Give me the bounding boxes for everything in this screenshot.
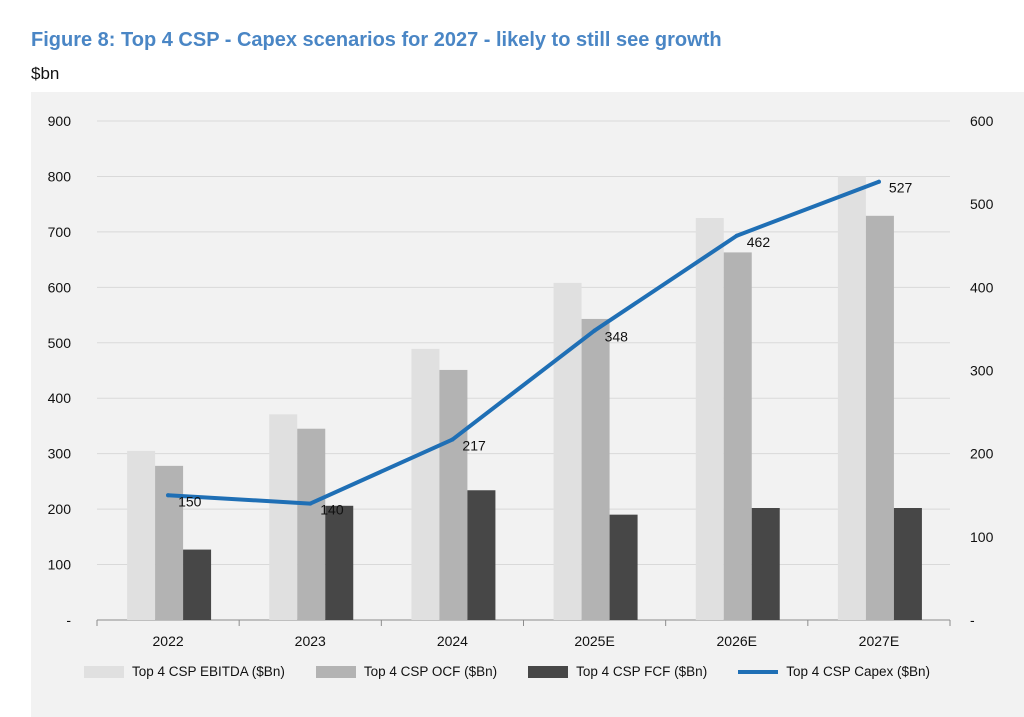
legend-item-ocf: Top 4 CSP OCF ($Bn) bbox=[315, 664, 498, 679]
legend-item-capex: Top 4 CSP Capex ($Bn) bbox=[738, 664, 930, 679]
capex-data-label: 140 bbox=[320, 502, 344, 518]
capex-point bbox=[734, 233, 739, 238]
x-tick-label: 2023 bbox=[295, 633, 326, 649]
chart-panel: - 100 200 300 400 500 600 700 800 900 - 100 200 300 40… bbox=[31, 92, 1024, 717]
bar-ebitda bbox=[269, 414, 298, 620]
legend-swatch-fcf bbox=[528, 665, 569, 678]
capex-point bbox=[450, 437, 455, 442]
capex-data-label: 462 bbox=[747, 234, 771, 250]
bar-ebitda bbox=[127, 450, 156, 620]
bar-ocf bbox=[297, 428, 326, 620]
y-right-tick-label: 100 bbox=[970, 529, 994, 545]
bar-fcf bbox=[893, 508, 922, 620]
y-right-tick-label: 400 bbox=[970, 279, 994, 295]
capex-data-label: 217 bbox=[462, 438, 486, 454]
capex-point bbox=[876, 179, 881, 184]
y-left-tick-label: 100 bbox=[48, 557, 72, 573]
bar-fcf bbox=[325, 505, 354, 620]
capex-line bbox=[166, 179, 881, 506]
y-right-tick-label: 300 bbox=[970, 363, 994, 379]
legend-swatch-ocf bbox=[315, 665, 356, 678]
bar-ocf bbox=[439, 369, 468, 620]
capex-data-label: 527 bbox=[889, 180, 913, 196]
y-right-tick-label: 600 bbox=[970, 113, 994, 129]
bar-ebitda bbox=[553, 282, 582, 620]
capex-chart: - 100 200 300 400 500 600 700 800 900 - 100 200 300 40… bbox=[48, 113, 994, 649]
y-left-tick-label: 600 bbox=[48, 279, 72, 295]
unit-label: $bn bbox=[31, 64, 60, 83]
y-left-tick-label: 800 bbox=[48, 168, 72, 184]
y-right-tick-label: - bbox=[970, 612, 975, 628]
bar-ebitda bbox=[695, 218, 724, 620]
y-left-tick-label: 300 bbox=[48, 446, 72, 462]
y-left-tick-label: 500 bbox=[48, 335, 72, 351]
legend-label-fcf: Top 4 CSP FCF ($Bn) bbox=[576, 664, 708, 679]
capex-data-label: 348 bbox=[605, 329, 629, 345]
legend-swatch-ebitda bbox=[84, 665, 124, 678]
y-left-tick-label: 900 bbox=[48, 113, 72, 129]
x-tick-label: 2025E bbox=[574, 633, 614, 649]
legend-swatch-capex bbox=[738, 669, 779, 674]
bar-fcf bbox=[183, 549, 212, 620]
chart-legend: Top 4 CSP EBITDA ($Bn) Top 4 CSP OCF ($B… bbox=[84, 664, 930, 679]
y-right-tick-label: 200 bbox=[970, 446, 994, 462]
bar-ocf bbox=[155, 465, 184, 620]
x-tick-label: 2024 bbox=[437, 633, 468, 649]
x-tick-label: 2022 bbox=[153, 633, 184, 649]
y-right-tick-label: 500 bbox=[970, 196, 994, 212]
bar-ebitda bbox=[837, 176, 866, 620]
x-tick-label: 2026E bbox=[717, 633, 757, 649]
bar-ocf bbox=[865, 215, 894, 620]
bar-fcf bbox=[467, 490, 496, 620]
bar-fcf bbox=[751, 508, 780, 620]
capex-point bbox=[166, 493, 171, 498]
y-left-tick-label: 200 bbox=[48, 501, 72, 517]
bar-ocf bbox=[723, 252, 752, 621]
figure-title: Figure 8: Top 4 CSP - Capex scenarios fo… bbox=[31, 29, 722, 51]
bar-fcf bbox=[609, 514, 638, 620]
legend-item-ebitda: Top 4 CSP EBITDA ($Bn) bbox=[84, 664, 285, 679]
capex-point bbox=[308, 501, 313, 506]
y-left-tick-label: 400 bbox=[48, 390, 72, 406]
legend-label-ocf: Top 4 CSP OCF ($Bn) bbox=[363, 664, 498, 679]
bar-ebitda bbox=[411, 348, 440, 620]
y-left-tick-label: - bbox=[66, 612, 71, 628]
bar-ocf bbox=[581, 318, 610, 620]
capex-point bbox=[592, 328, 597, 333]
legend-item-fcf: Top 4 CSP FCF ($Bn) bbox=[528, 664, 707, 679]
legend-label-ebitda: Top 4 CSP EBITDA ($Bn) bbox=[132, 664, 285, 679]
y-left-tick-label: 700 bbox=[48, 224, 72, 240]
x-tick-label: 2027E bbox=[859, 633, 899, 649]
legend-label-capex: Top 4 CSP Capex ($Bn) bbox=[786, 664, 931, 679]
capex-data-label: 150 bbox=[178, 493, 202, 509]
